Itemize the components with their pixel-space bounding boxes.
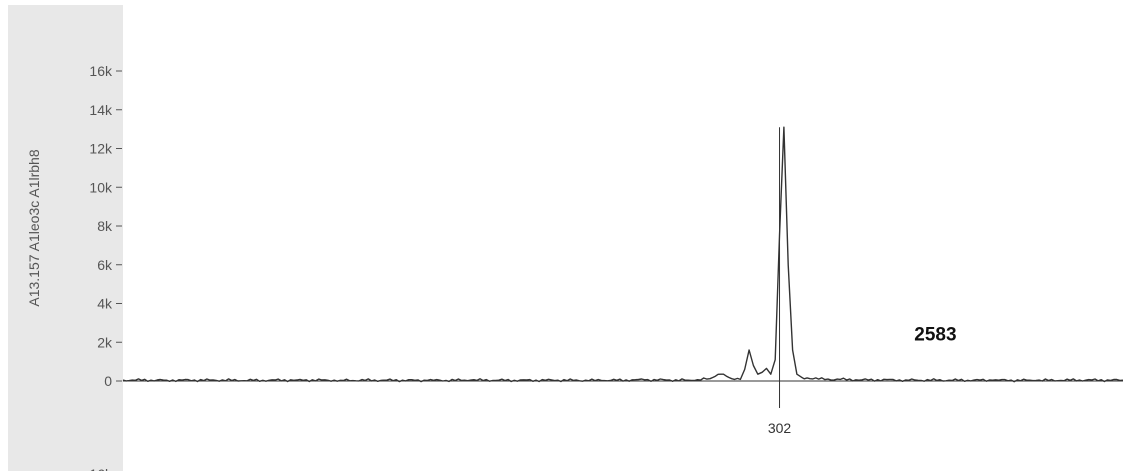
lower-panel-axis: 16k	[89, 466, 113, 471]
y-axis-ticks: 0 2k 4k 6k 8k 10k 12k 14k 16k	[89, 63, 122, 389]
y-tick-label: 6k	[97, 257, 113, 273]
y-tick-label: 16k	[89, 63, 113, 79]
y-axis-panel	[8, 5, 123, 471]
peak-size-label: 302	[768, 420, 792, 436]
lower-panel-tick-label: 16k	[89, 466, 113, 471]
signal-trace-line	[122, 126, 1123, 383]
y-tick-label: 12k	[89, 141, 113, 157]
y-axis-label: A13.157 A1leo3c A1lrbh8	[26, 149, 42, 306]
y-tick-label: 8k	[97, 218, 113, 234]
y-tick-label: 4k	[97, 296, 113, 312]
peak-markers: 302	[768, 127, 792, 436]
y-tick-label: 2k	[97, 334, 113, 350]
y-tick-label: 14k	[89, 102, 113, 118]
y-tick-label: 0	[104, 373, 112, 389]
y-tick-label: 10k	[89, 179, 113, 195]
allele-annotation: 2583	[914, 325, 956, 346]
